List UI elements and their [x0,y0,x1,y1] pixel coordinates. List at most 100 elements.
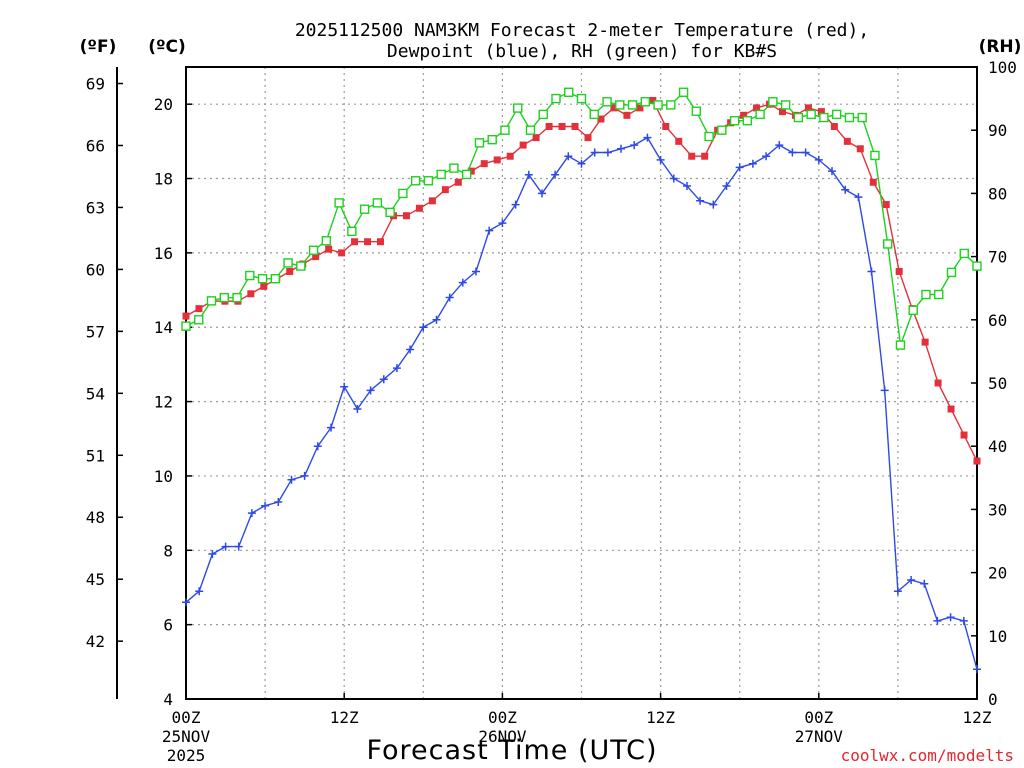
fahrenheit-tick-label-42: 42 [86,632,105,651]
series-0-point-49 [817,108,825,116]
chart-title: 2025112500 NAM3KM Forecast 2-meter Tempe… [295,20,869,62]
celsius-tick-label-16: 16 [154,244,173,263]
title-line-1: 2025112500 NAM3KM Forecast 2-meter Tempe… [295,20,869,41]
series-2-point-21 [449,163,459,173]
series-2-point-46 [768,97,778,107]
celsius-tick-label-4: 4 [163,690,173,709]
x-tick-label-24-0: 00Z [488,708,517,727]
x-axis-label: Forecast Time (UTC) [366,735,657,766]
series-1-point-59 [959,616,968,625]
series-2-point-48 [793,112,804,123]
series-1-point-0 [182,598,190,607]
series-0-point-17 [402,212,410,220]
series-2-point-0 [181,321,191,331]
series-1-point-36 [656,155,665,164]
series-1-point-5 [247,509,256,518]
series-2-point-59 [934,289,944,300]
series-0-point-43 [740,111,748,119]
series-2 [181,87,982,350]
series-1-point-54 [893,587,902,596]
rh-tick-label-40: 40 [988,437,1007,456]
series-0-point-23 [480,160,488,168]
series-2-point-60 [946,267,957,278]
series-1-point-30 [577,159,586,168]
fahrenheit-tick-label-51: 51 [86,446,105,465]
series-2-point-5 [245,270,255,281]
fahrenheit-tick-label-60: 60 [86,260,105,279]
series-1-point-9 [300,471,309,480]
fahrenheit-unit-label: (ºF) [80,37,117,57]
series-1-point-57 [933,616,942,625]
series-1-point-48 [814,155,823,164]
rh-tick-label-30: 30 [988,500,1007,519]
series-2-point-49 [806,109,816,120]
credit-text: coolwx.com/modelts [841,746,1014,765]
rh-tick-label-0: 0 [988,690,998,709]
series-1-point-58 [946,613,955,622]
x-tick-label-24-1: 26NOV [478,727,527,746]
series-1-point-39 [696,196,705,205]
series-0-point-21 [454,178,462,186]
series-0-point-29 [558,122,566,130]
x-tick-label-12-0: 12Z [330,708,359,727]
series-2-point-27 [525,125,536,135]
series-0-point-37 [662,122,670,130]
series-2-point-35 [627,100,638,110]
rh-tick-label-60: 60 [988,311,1007,330]
series-1-point-3 [221,542,230,551]
series-1-point-55 [907,576,916,584]
series-0-point-60 [960,431,968,439]
fahrenheit-tick-label-63: 63 [86,198,105,217]
series-0-point-46 [778,108,786,116]
series-0-point-5 [247,290,255,298]
series-2-point-61 [959,248,969,259]
series-0-point-32 [597,115,605,123]
series-2-point-13 [347,226,357,237]
series-2-point-4 [232,292,242,303]
series-2-point-9 [296,261,306,271]
series-1-point-11 [327,423,335,432]
series-1-point-23 [485,226,494,235]
series-0-point-1 [195,305,203,313]
series-2-point-38 [666,100,676,110]
rh-tick-label-10: 10 [988,627,1007,646]
series-2-point-17 [398,188,408,199]
fahrenheit-tick-label-54: 54 [86,384,105,403]
series-0-point-20 [441,186,449,194]
series-0-point-18 [415,204,423,212]
series-2-point-14 [359,204,370,214]
series-0-point-19 [428,197,436,205]
series-2-point-41 [704,131,714,142]
celsius-unit-label: (ºC) [148,37,186,57]
series-1-point-12 [340,382,349,391]
fahrenheit-tick-label-48: 48 [86,508,105,527]
series-2-point-62 [972,261,982,271]
series-1-point-24 [498,219,507,228]
celsius-tick-label-8: 8 [163,541,173,560]
series-1-point-21 [458,278,467,287]
axes: 42 45 48 51 54 57 60 63 66 69 4 6 8 10 12 14 16 18 20 0 10 20… [86,58,1017,765]
series-1-point-7 [274,498,283,506]
series-0-point-8 [286,267,294,275]
series-1-point-42 [735,163,744,172]
series-0-point-26 [519,141,527,149]
series-1-point-46 [788,148,797,157]
series-1-point-50 [841,185,850,194]
celsius-tick-label-6: 6 [163,616,173,635]
series-0-point-24 [493,156,501,164]
series-1-point-17 [406,345,415,354]
series-1-point-18 [419,323,428,332]
series-2-point-34 [615,100,625,110]
series-1-point-47 [801,148,810,157]
series-0-point-58 [934,379,942,387]
series-1-point-37 [669,174,678,183]
series-1-point-19 [432,315,441,324]
series-2-point-2 [206,296,217,306]
series-2-point-28 [538,109,548,120]
series-1-point-25 [511,200,520,209]
series-2-point-36 [640,97,650,107]
series-0-point-31 [584,134,592,142]
fahrenheit-tick-label-57: 57 [86,322,105,341]
series-0-point-34 [623,111,631,119]
